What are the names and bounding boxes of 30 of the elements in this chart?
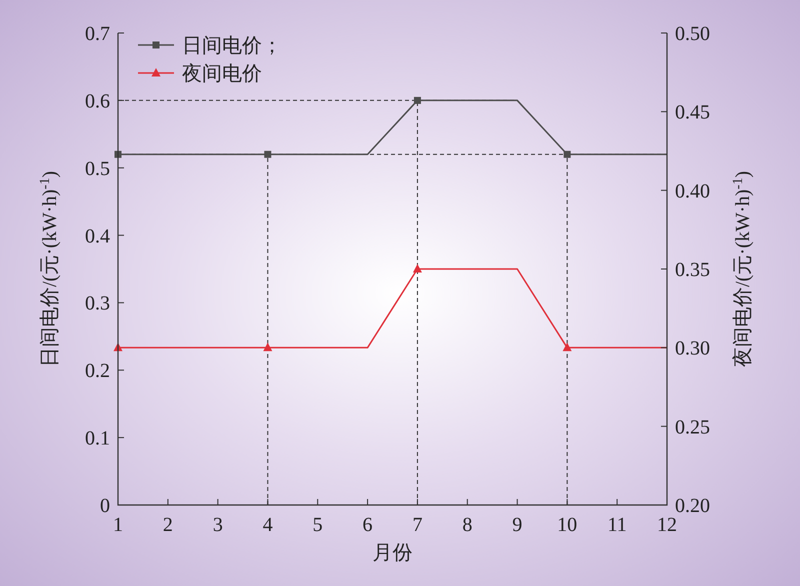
x-tick-label: 7: [412, 514, 422, 536]
y2-tick-label: 0.50: [675, 23, 710, 45]
y2-tick-label: 0.20: [675, 495, 710, 517]
y-tick-label: 0.4: [85, 225, 110, 248]
y2-tick-label: 0.25: [675, 416, 710, 438]
x-tick-label: 11: [607, 514, 627, 536]
x-tick-label: 1: [113, 514, 123, 536]
x-tick-label: 2: [162, 514, 173, 536]
legend-label: 夜间电价: [182, 63, 262, 85]
x-tick-label: 3: [212, 514, 223, 536]
x-tick-label: 6: [362, 514, 373, 536]
x-tick-label: 9: [512, 514, 522, 536]
y2-tick-label: 0.30: [675, 338, 710, 360]
y-tick-label: 0.3: [85, 292, 110, 315]
x-tick-label: 10: [557, 514, 578, 536]
y2-tick-label: 0.45: [675, 102, 710, 124]
y-tick-label: 0.2: [85, 360, 110, 382]
x-tick-label: 4: [262, 514, 273, 536]
y-tick-label: 0: [100, 495, 110, 517]
x-tick-label: 12: [657, 514, 677, 536]
y2-tick-label: 0.35: [675, 259, 710, 281]
x-axis-title: 月份: [372, 542, 412, 564]
y-tick-label: 0.1: [85, 428, 110, 450]
y-tick-label: 0.6: [85, 90, 110, 112]
x-tick-label: 5: [312, 514, 323, 536]
legend-label: 日间电价；: [182, 35, 282, 57]
x-tick-label: 8: [462, 514, 472, 536]
y2-tick-label: 0.40: [675, 180, 710, 202]
y-tick-label: 0.7: [85, 23, 110, 45]
y-tick-label: 0.5: [85, 158, 110, 180]
